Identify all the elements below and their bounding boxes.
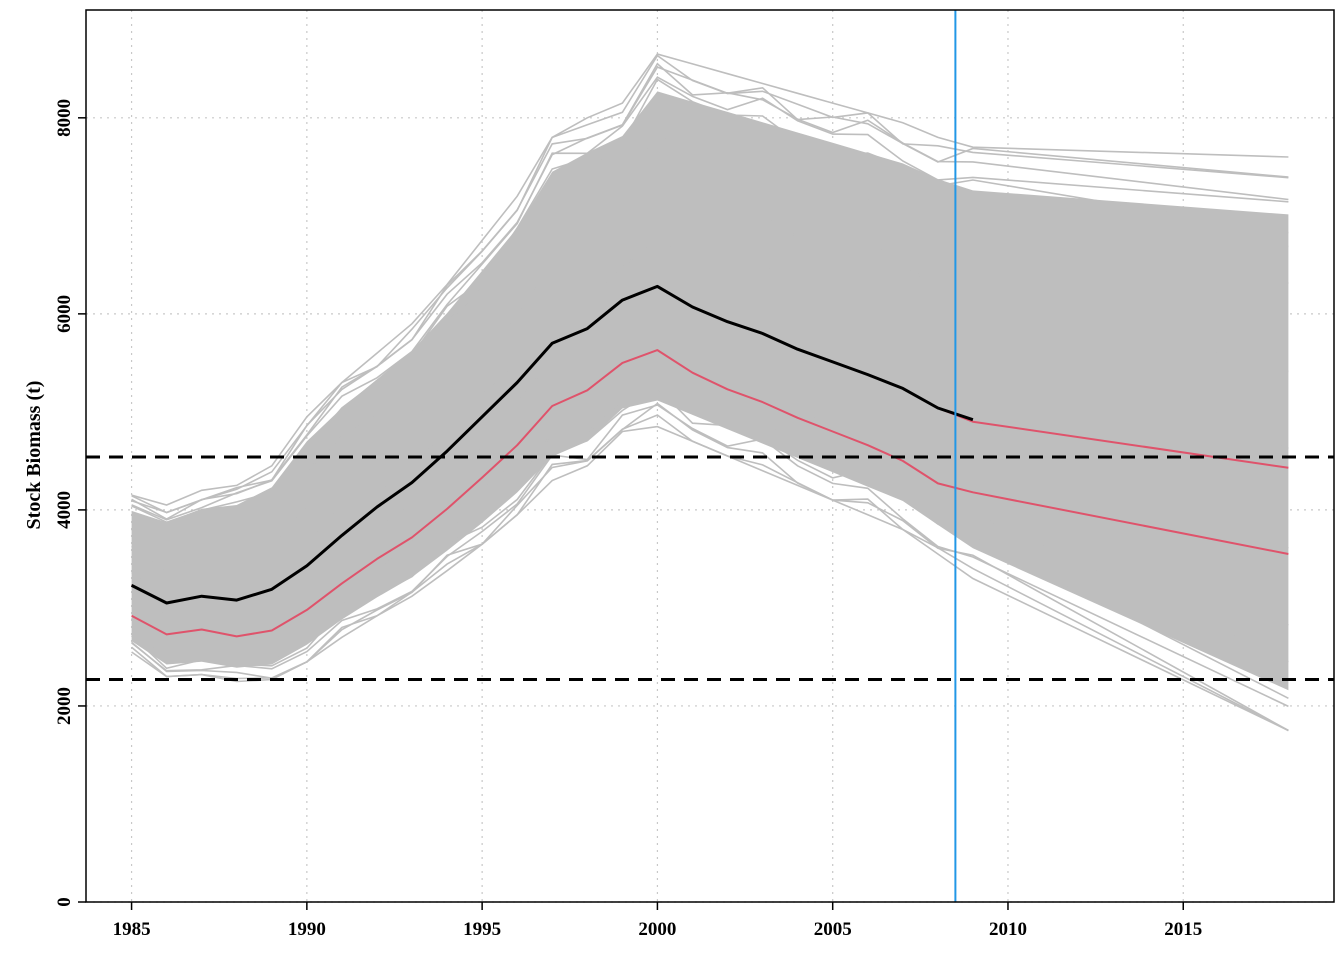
x-tick-label: 2015 <box>1164 919 1202 940</box>
simulation-envelope <box>131 53 1289 732</box>
lower-quantile-line <box>131 349 1289 638</box>
simulation-band <box>131 91 1289 691</box>
simulation-trajectory <box>131 174 1289 572</box>
simulation-trajectory <box>131 236 1289 595</box>
axes: 1985 1990 1995 2000 2005 2010 2015 0 2000 4000 600… <box>54 9 1335 940</box>
simulation-trajectory <box>131 425 1289 732</box>
x-tick-label: 1995 <box>463 919 501 940</box>
simulation-trajectory <box>131 283 1289 618</box>
simulation-trajectory <box>131 78 1289 524</box>
simulation-trajectory <box>131 66 1289 514</box>
simulation-trajectory <box>131 386 1289 700</box>
x-tick-label: 1990 <box>288 919 326 940</box>
simulation-trajectory <box>131 99 1289 534</box>
simulation-trajectory <box>131 54 1289 514</box>
reference-lines <box>86 10 1334 902</box>
x-tick-label: 2010 <box>989 919 1027 940</box>
x-tick-label: 2005 <box>814 919 852 940</box>
y-tick-label: 0 <box>54 897 75 907</box>
y-axis-label: Stock Biomass (t) <box>23 381 45 530</box>
simulation-trajectory <box>131 380 1289 663</box>
x-tick-label: 1985 <box>113 919 151 940</box>
y-tick-label: 2000 <box>54 687 75 725</box>
series-lines <box>130 284 1289 638</box>
simulation-trajectory <box>131 402 1289 732</box>
x-tick-label: 2000 <box>638 919 676 940</box>
y-tick-label: 8000 <box>54 99 75 137</box>
plot-frame <box>85 9 1335 903</box>
simulation-trajectory <box>131 135 1289 545</box>
estimate-line <box>130 284 974 605</box>
y-tick-label: 6000 <box>54 295 75 333</box>
y-tick-label: 4000 <box>54 491 75 529</box>
